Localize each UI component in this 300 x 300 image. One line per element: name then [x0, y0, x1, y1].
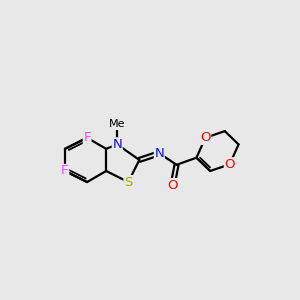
Text: O: O — [167, 179, 178, 192]
Text: S: S — [124, 176, 133, 189]
Text: F: F — [61, 164, 69, 178]
Text: F: F — [83, 131, 91, 144]
Text: N: N — [154, 147, 164, 160]
Text: Me: Me — [109, 119, 125, 130]
Text: N: N — [112, 138, 122, 151]
Text: O: O — [200, 131, 211, 144]
Text: O: O — [224, 158, 235, 171]
